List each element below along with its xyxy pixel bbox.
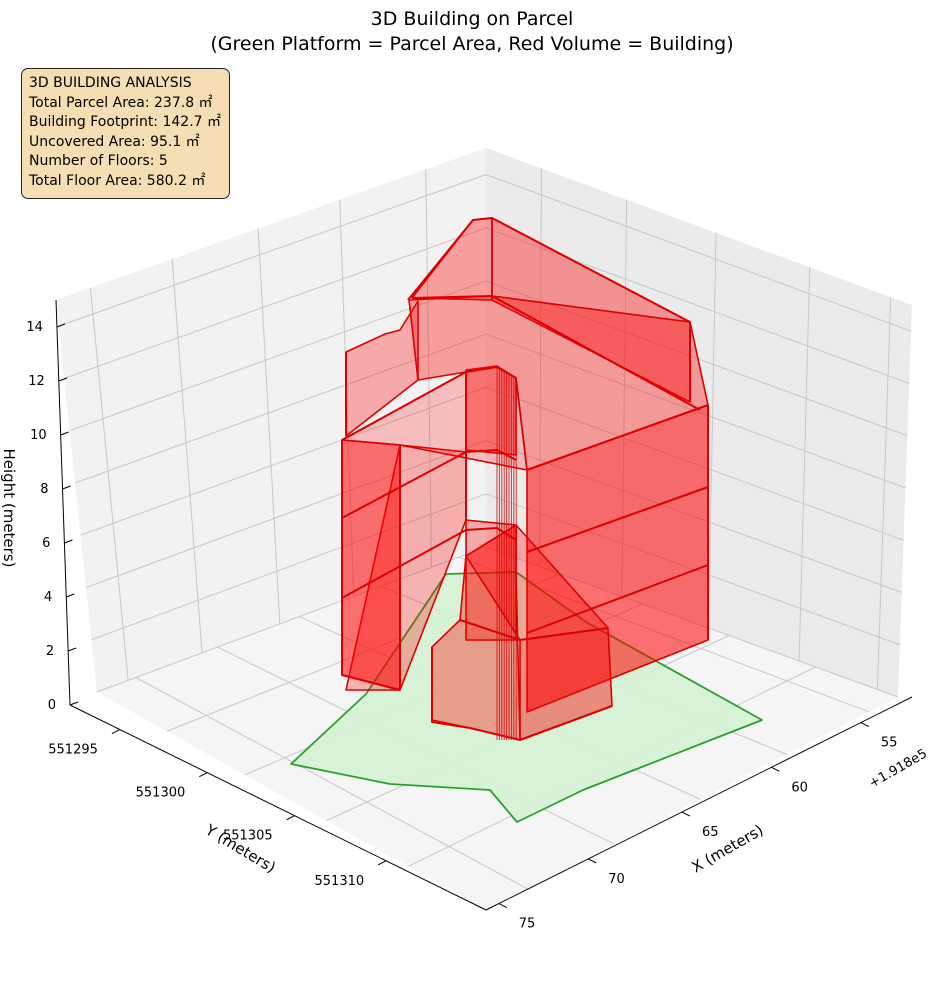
x-axis-line: [485, 696, 913, 911]
x-tick-label: 55: [881, 736, 898, 751]
z-tick-mark: [56, 323, 66, 328]
grid-line: [89, 287, 129, 681]
z-tick-mark: [58, 377, 67, 382]
z-axis-label: Height (meters): [0, 449, 18, 568]
z-tick-mark: [60, 431, 69, 436]
info-line: Building Footprint: 142.7 ㎡: [29, 114, 222, 131]
x-tick-mark: [771, 766, 780, 772]
grid-line: [69, 280, 487, 432]
x-tick-mark: [860, 722, 870, 728]
x-axis-label: X (meters): [688, 821, 766, 876]
info-line: Uncovered Area: 95.1 ㎡: [29, 133, 200, 150]
z-tick-label: 14: [26, 320, 43, 335]
y-tick-mark: [286, 815, 295, 821]
tick-labels: 0 2 4 6 8 10 12 14 551295 551300 551305 551310 55 60 6…: [26, 320, 897, 932]
analysis-info-box: 3D BUILDING ANALYSIS Total Parcel Area: …: [21, 68, 230, 199]
y-tick-mark: [377, 860, 387, 866]
building-edge: [341, 366, 517, 441]
info-heading: 3D BUILDING ANALYSIS: [29, 75, 192, 91]
building-edge: [411, 295, 701, 411]
building-edge: [526, 486, 709, 553]
x-offset-label: +1.918e5: [867, 746, 930, 791]
z-tick-mark: [64, 539, 73, 544]
x-tick-label: 60: [791, 780, 808, 795]
y-tick-label: 551305: [223, 829, 273, 844]
grid-line: [96, 546, 487, 693]
building-edge: [407, 217, 691, 323]
chart-subtitle: (Green Platform = Parcel Area, Red Volum…: [210, 33, 733, 55]
x-tick-mark: [588, 858, 597, 864]
info-line: Total Parcel Area: 237.8 ㎡: [29, 94, 213, 111]
grid-line: [485, 174, 912, 332]
grid-line: [85, 440, 487, 588]
grid-line: [171, 258, 203, 653]
grid-line: [876, 297, 892, 690]
y-tick-mark: [199, 772, 208, 778]
z-tick-mark: [67, 647, 77, 652]
axis-lines: [55, 299, 913, 911]
x-tick-label: 65: [702, 825, 719, 840]
grid-line: [485, 227, 910, 384]
z-tick-label: 0: [48, 698, 56, 713]
x-tick-mark: [498, 903, 508, 909]
building-edge: [341, 440, 401, 691]
info-line: Total Floor Area: 580.2 ㎡: [29, 172, 206, 189]
info-line: Number of Floors: 5: [29, 153, 168, 170]
x-tick-label: 70: [608, 872, 625, 887]
z-tick-mark: [62, 485, 71, 490]
grid-line: [135, 677, 528, 890]
z-tick-label: 10: [30, 428, 47, 443]
grid-line: [485, 280, 908, 437]
y-tick-label: 551310: [315, 874, 365, 889]
building-edge: [526, 404, 709, 471]
grid-line: [64, 227, 487, 379]
building-edge: [526, 564, 709, 634]
y-axis-line: [69, 704, 487, 911]
building-face: [341, 439, 401, 691]
building-face: [408, 295, 709, 471]
z-tick-label: 6: [42, 536, 50, 551]
grid-line: [257, 228, 281, 624]
z-tick-label: 2: [46, 644, 54, 659]
z-axis-line: [55, 299, 71, 706]
z-tick-mark: [69, 701, 79, 706]
grid-line: [798, 267, 811, 662]
z-tick-label: 12: [28, 374, 45, 389]
z-tick-label: 8: [40, 482, 48, 497]
x-tick-mark: [681, 811, 691, 817]
grid-line: [58, 174, 487, 327]
grid-line: [707, 232, 717, 629]
y-tick-label: 551300: [136, 786, 186, 801]
chart-title: 3D Building on Parcel: [371, 8, 574, 30]
building-volume: [341, 217, 709, 741]
y-tick-label: 551295: [48, 743, 98, 758]
x-tick-label: 75: [519, 917, 536, 932]
grid-line: [425, 169, 433, 568]
building-edge: [431, 647, 613, 741]
y-tick-mark: [111, 729, 121, 735]
grid-line: [80, 386, 487, 536]
building-edge: [459, 619, 609, 641]
z-tick-label: 4: [44, 590, 52, 605]
grid-line: [91, 493, 487, 641]
z-tick-mark: [66, 593, 75, 598]
